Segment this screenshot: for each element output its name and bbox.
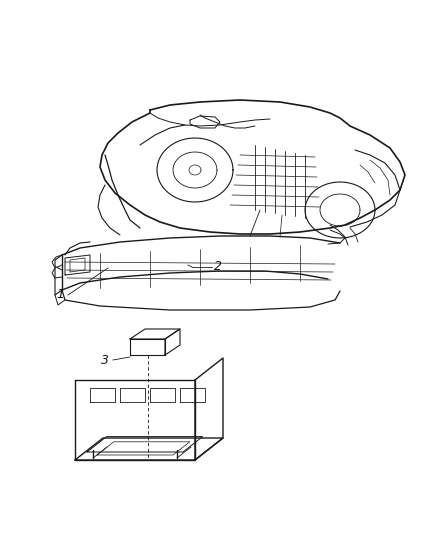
Text: 1: 1 [56, 288, 64, 302]
Text: 3: 3 [101, 353, 109, 367]
Text: 2: 2 [214, 261, 222, 273]
